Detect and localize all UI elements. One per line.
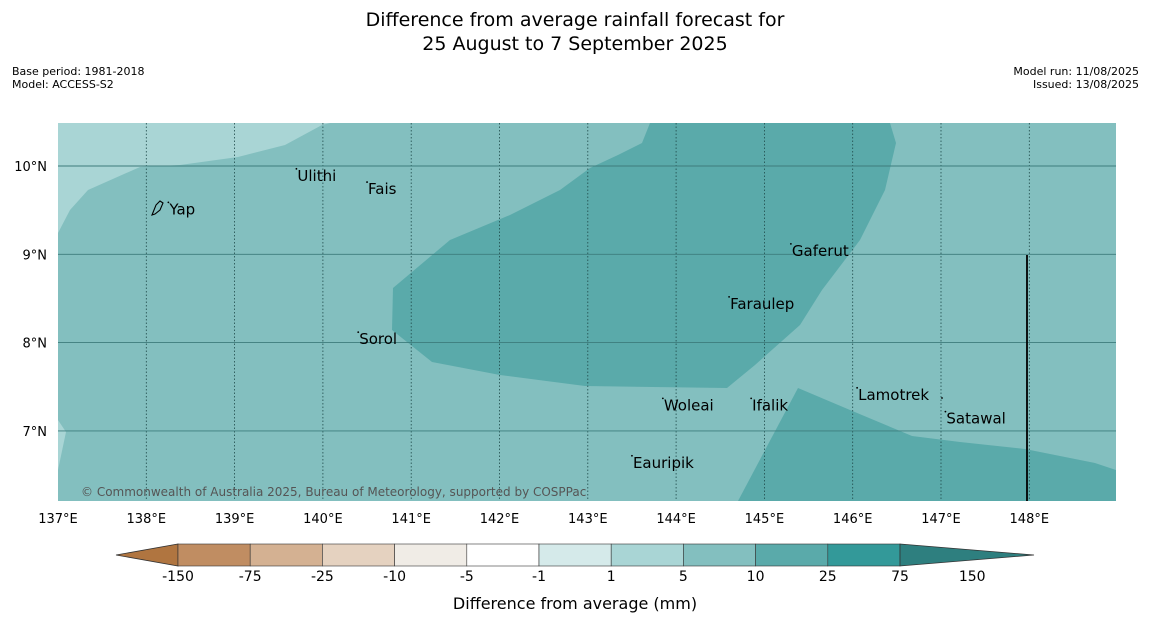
place-label: Woleai: [664, 396, 714, 414]
lon-label: 140°E: [303, 512, 343, 527]
zone-light-northwest: [58, 123, 330, 233]
lon-label: 146°E: [833, 512, 873, 527]
place-label: Gaferut: [792, 242, 849, 260]
colorbar-tick-label: 150: [958, 569, 986, 585]
graticule: [58, 123, 1116, 501]
copyright-text: © Commonwealth of Australia 2025, Bureau…: [81, 485, 586, 499]
place-markers: Yap Ulithi Fais Gaferut Faraulep Sorol Lamotre…: [167, 167, 1006, 472]
colorbar-segment: [610, 543, 684, 567]
colorbar-tick-label: -10: [383, 569, 407, 585]
colorbar-tick-label: -1: [532, 569, 546, 585]
place-label: Ifalik: [752, 396, 788, 414]
lon-label: 139°E: [215, 512, 255, 527]
colorbar-tick-label: 5: [678, 569, 688, 585]
map-area: [58, 123, 1116, 501]
place-label: Ulithi: [297, 167, 336, 185]
colorbar-tick-label: 10: [746, 569, 765, 585]
lon-label: 147°E: [921, 512, 961, 527]
island-marker: [856, 386, 859, 389]
chart-title: Difference from average rainfall forecas…: [0, 8, 1150, 56]
place-label: Sorol: [359, 330, 397, 348]
lon-label: 145°E: [745, 512, 785, 527]
zone-dark-central: [392, 123, 896, 388]
colorbar-tick-label: -75: [238, 569, 262, 585]
island-marker: [750, 397, 753, 400]
island-marker: [661, 397, 664, 400]
island-marker: [295, 167, 298, 170]
colorbar-tick-label: -150: [162, 569, 194, 585]
model-run: Model run: 11/08/2025: [1013, 65, 1139, 78]
colorbar-tick-label: 25: [818, 569, 837, 585]
meta-right: Model run: 11/08/2025 Issued: 13/08/2025: [1013, 65, 1139, 91]
island-marker: [357, 331, 360, 334]
colorbar-segment: [322, 543, 395, 567]
colorbar-segment: [177, 543, 251, 567]
colorbar-title: Difference from average (mm): [452, 594, 698, 613]
yap-coastline: [151, 200, 164, 216]
zone-light-west-edge: [58, 420, 66, 470]
lon-label: 141°E: [391, 512, 431, 527]
colorbar-segment: [538, 543, 612, 567]
model-name: Model: ACCESS-S2: [12, 78, 114, 91]
place-label: Fais: [368, 180, 397, 198]
colorbar: [115, 543, 1035, 567]
island-marker: [941, 397, 943, 399]
meta-left: Base period: 1981-2018 Model: ACCESS-S2: [12, 65, 144, 91]
colorbar-segment: [394, 543, 468, 567]
colorbar-extend-high: [899, 543, 1035, 567]
colorbar-tick-label: -5: [459, 569, 474, 585]
place-label: Lamotrek: [858, 386, 929, 404]
zone-dark-southeast: [738, 388, 1116, 501]
colorbar-segment: [755, 543, 829, 567]
lon-label: 148°E: [1010, 512, 1050, 527]
place-label: Eauripik: [633, 454, 694, 472]
colorbar-tick-label: 1: [606, 569, 616, 585]
lat-label: 8°N: [23, 337, 48, 352]
lon-label: 143°E: [568, 512, 608, 527]
lat-label: 7°N: [23, 425, 48, 440]
island-marker: [167, 201, 170, 204]
lon-label: 142°E: [480, 512, 520, 527]
island-marker: [944, 410, 947, 413]
issued-date: Issued: 13/08/2025: [1032, 78, 1139, 91]
place-label: Yap: [168, 200, 195, 218]
title-line-1: Difference from average rainfall forecas…: [365, 9, 785, 31]
base-period: Base period: 1981-2018: [12, 65, 145, 78]
lat-label: 9°N: [23, 248, 48, 263]
colorbar-tick-label: 75: [891, 569, 909, 585]
place-label: Faraulep: [730, 295, 794, 313]
lon-label: 137°E: [38, 512, 78, 527]
lat-label: 10°N: [14, 160, 47, 175]
lon-label: 138°E: [127, 512, 167, 527]
axis-labels: 137°E 138°E 139°E 140°E 141°E 142°E 143°E 144°E…: [14, 160, 1049, 527]
colorbar-segment: [827, 543, 901, 567]
lon-label: 144°E: [656, 512, 696, 527]
colorbar-segment: [466, 543, 540, 567]
island-marker: [789, 242, 792, 245]
place-label: Satawal: [946, 410, 1005, 428]
title-line-2: 25 August to 7 September 2025: [422, 33, 728, 55]
colorbar-tick-label: -25: [310, 569, 334, 585]
island-marker: [631, 454, 633, 457]
colorbar-extend-low: [115, 543, 179, 567]
island-marker: [366, 181, 368, 183]
colorbar-segment: [249, 543, 323, 567]
island-marker: [728, 295, 730, 298]
colorbar-segment: [683, 543, 756, 567]
